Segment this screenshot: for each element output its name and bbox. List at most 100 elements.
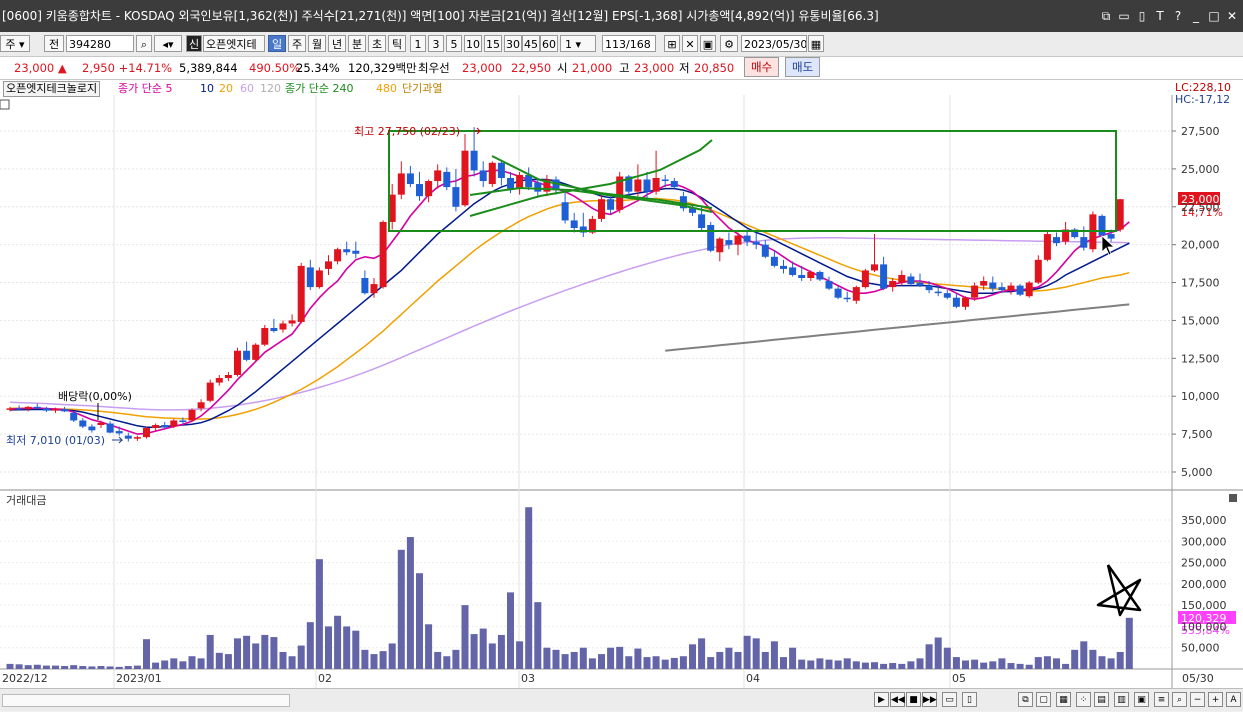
legend-ma10[interactable]: 10: [200, 82, 214, 95]
panel-icon[interactable]: ▯: [1138, 9, 1146, 23]
sell-button[interactable]: 매도: [785, 57, 821, 77]
candle-up: [279, 323, 287, 330]
layout-icon-1[interactable]: ▭: [942, 692, 957, 707]
candle-up: [388, 194, 396, 222]
legend-stock-name[interactable]: 오픈엣지테크놀로지: [3, 81, 101, 97]
interval-30[interactable]: 30: [504, 35, 522, 52]
crosshair-icon[interactable]: ✕: [682, 35, 698, 52]
legend-ma20[interactable]: 20: [219, 82, 233, 95]
forward-icon[interactable]: ▶▶: [922, 692, 937, 707]
volume-tick-label: 100,000: [1181, 620, 1227, 633]
candle-down: [33, 406, 41, 409]
list-icon[interactable]: ≡: [1154, 692, 1169, 707]
period-week[interactable]: 주: [288, 35, 306, 52]
volume-bar: [61, 666, 69, 669]
period-day[interactable]: 일: [268, 35, 286, 52]
search-zoom-icon[interactable]: ⌕: [1172, 692, 1187, 707]
volume-bar: [725, 647, 733, 669]
legend-ma-long[interactable]: 종가 단순 240: [285, 82, 354, 95]
candle-down: [607, 199, 615, 210]
volume-bar: [943, 647, 951, 669]
period-year[interactable]: 년: [328, 35, 346, 52]
buy-button[interactable]: 매수: [744, 57, 780, 77]
volume-bar: [516, 641, 524, 669]
restore-icon[interactable]: ⧉: [1101, 9, 1111, 23]
hand-drawn-star: [1096, 564, 1142, 617]
volume-bar: [989, 661, 997, 669]
candle-down: [661, 179, 669, 182]
calendar-icon[interactable]: ▦: [808, 35, 824, 52]
volume-bar: [670, 657, 678, 669]
volume-bar: [188, 656, 196, 669]
volume-bar: [252, 643, 260, 669]
candle-up: [898, 274, 906, 283]
grid-icon[interactable]: ▦: [1056, 692, 1071, 707]
rewind-icon[interactable]: ◀◀: [890, 692, 905, 707]
sound-icon[interactable]: ◂▾: [154, 35, 182, 52]
legend-ma120[interactable]: 120: [260, 82, 281, 95]
interval-3[interactable]: 3: [428, 35, 444, 52]
play-icon[interactable]: ▶: [874, 692, 889, 707]
zoom-out-icon[interactable]: −: [1190, 692, 1205, 707]
candle-down: [70, 412, 78, 421]
panel-icon[interactable]: ▤: [1094, 692, 1109, 707]
gear-icon[interactable]: ⚙: [720, 35, 738, 52]
maximize-icon[interactable]: □: [1208, 9, 1220, 23]
candle-up: [6, 408, 14, 410]
candle-down: [470, 150, 478, 171]
ma60-line: [9, 237, 1130, 411]
legend-ma60[interactable]: 60: [240, 82, 254, 95]
legend-ma480[interactable]: 480: [376, 82, 397, 95]
interval-45[interactable]: 45: [522, 35, 540, 52]
volume-bar: [52, 665, 59, 669]
stop-icon[interactable]: ■: [906, 692, 921, 707]
market-select[interactable]: 주 ▾: [0, 35, 30, 52]
zoom-in-icon[interactable]: +: [1208, 692, 1223, 707]
scroll-track[interactable]: [2, 694, 290, 707]
candle-down: [934, 291, 942, 294]
table-icon[interactable]: ▥: [1114, 692, 1129, 707]
interval-5[interactable]: 5: [446, 35, 462, 52]
period-month[interactable]: 월: [308, 35, 326, 52]
font-size-icon[interactable]: A: [1226, 692, 1241, 707]
count-select[interactable]: 1 ▾: [560, 35, 596, 52]
period-tick[interactable]: 틱: [388, 35, 406, 52]
period-second[interactable]: 초: [368, 35, 386, 52]
price-tick-label: 15,000: [1181, 314, 1220, 327]
interval-15[interactable]: 15: [484, 35, 502, 52]
candle-up: [1025, 282, 1033, 297]
best-quote-label: 최우선: [418, 61, 450, 75]
help-icon[interactable]: ?: [1174, 9, 1182, 23]
search-icon[interactable]: ⌕: [136, 35, 152, 52]
volume-bar: [88, 666, 96, 669]
stock-code-input[interactable]: 394280: [66, 35, 134, 52]
copy-icon[interactable]: ⧉: [1018, 692, 1033, 707]
legend-ma-short[interactable]: 종가 단순 5: [118, 82, 173, 95]
zoom-icon[interactable]: ⊞: [664, 35, 680, 52]
volume-bar: [570, 651, 578, 669]
minimize-icon[interactable]: _: [1193, 9, 1199, 23]
low-annotation: 최저 7,010 (01/03): [6, 434, 105, 447]
lock-icon[interactable]: ▣: [1134, 692, 1149, 707]
tile-icon[interactable]: ▭: [1118, 9, 1130, 23]
date-input[interactable]: 2023/05/30: [741, 35, 807, 52]
volume-bar: [825, 659, 833, 669]
legend-overheat[interactable]: 단기과열: [402, 82, 443, 95]
layout-icon-2[interactable]: ▯: [962, 692, 977, 707]
interval-1[interactable]: 1: [410, 35, 426, 52]
close-icon[interactable]: ✕: [1226, 9, 1238, 23]
candle-down: [907, 276, 915, 285]
interval-10[interactable]: 10: [464, 35, 482, 52]
price-tick-label: 20,000: [1181, 239, 1220, 252]
candle-down: [306, 267, 314, 288]
scatter-icon[interactable]: ⁘: [1076, 692, 1091, 707]
window-icon[interactable]: ▢: [1036, 692, 1051, 707]
all-button[interactable]: 전: [44, 35, 64, 52]
save-icon[interactable]: ▣: [700, 35, 716, 52]
chart-area[interactable]: 최고 27,750 (02/23) 최저 7,010 (01/03) 배당락(0,0…: [0, 80, 1243, 688]
period-minute[interactable]: 분: [348, 35, 366, 52]
volume-bar: [607, 647, 615, 669]
volume-bar: [907, 661, 915, 669]
interval-60[interactable]: 60: [540, 35, 558, 52]
font-icon[interactable]: T: [1156, 9, 1164, 23]
